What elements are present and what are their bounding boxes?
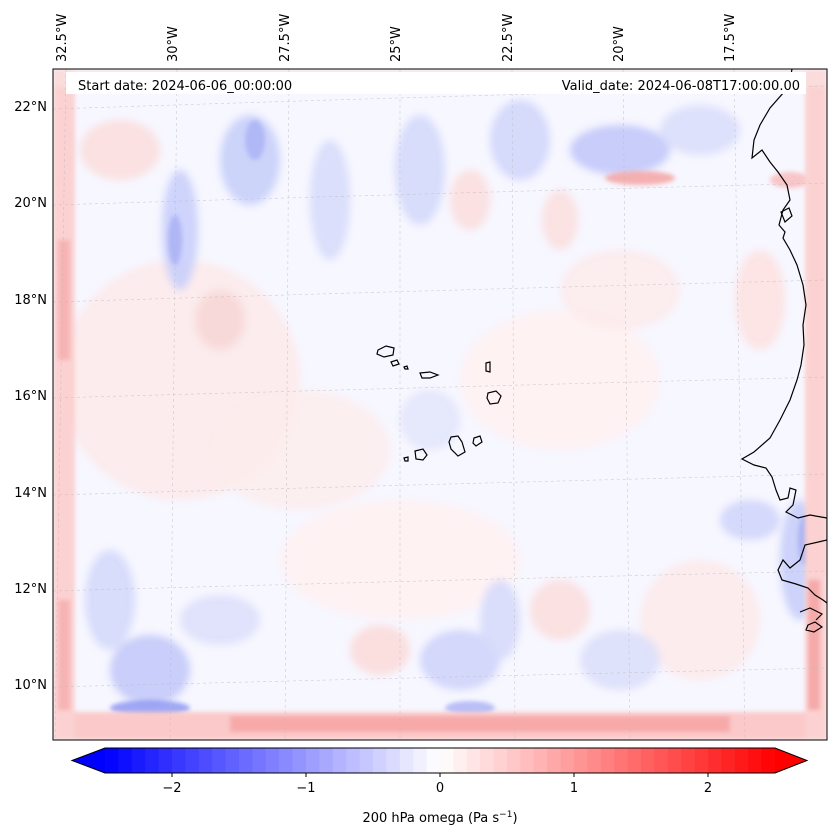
colorbar-segment (212, 748, 227, 773)
lon-label: 22.5°W (501, 14, 516, 62)
colorbar-segment (694, 748, 709, 773)
colorbar-tick-label: 2 (704, 781, 712, 796)
colorbar-segment (614, 748, 629, 773)
colorbar-segment (560, 748, 575, 773)
colorbar-segment (105, 748, 119, 773)
colorbar-segment (574, 748, 588, 773)
colorbar-segment (493, 748, 508, 773)
colorbar-segment (131, 748, 146, 773)
colorbar-segment (359, 748, 374, 773)
colorbar-segment (681, 748, 696, 773)
colorbar-segment (627, 748, 642, 773)
colorbar-segment (292, 748, 307, 773)
lat-label: 16°N (14, 389, 47, 404)
colorbar-tick-label: 0 (436, 781, 444, 796)
colorbar-segment (252, 748, 267, 773)
colorbar-segment (734, 748, 749, 773)
colorbar-segment (118, 748, 133, 773)
colorbar-segment (667, 748, 682, 773)
lon-label: 25°W (389, 26, 404, 62)
lon-label: 20°W (612, 26, 627, 62)
colorbar-segment (373, 748, 387, 773)
colorbar-ticks: −2 −1 0 1 2 (162, 773, 712, 796)
lat-label: 12°N (14, 582, 47, 597)
colorbar-segment (708, 748, 722, 773)
colorbar-segment (279, 748, 294, 773)
map-frame (52, 68, 828, 741)
colorbar-segment (533, 748, 548, 773)
colorbar-title-main: 200 hPa omega (Pa s (362, 811, 499, 826)
colorbar-tick-label: −2 (162, 781, 181, 796)
lon-label: 17.5°W (723, 14, 738, 62)
colorbar-segment (748, 748, 763, 773)
lat-label: 20°N (14, 196, 47, 211)
header-bar (66, 72, 806, 94)
colorbar-segment (480, 748, 495, 773)
colorbar-segment (547, 748, 562, 773)
colorbar-segment (587, 748, 602, 773)
coast-islet (780, 207, 793, 224)
lon-label: 27.5°W (278, 14, 293, 62)
colorbar-segment (225, 748, 240, 773)
lat-label: 22°N (14, 100, 47, 115)
colorbar-segment (332, 748, 347, 773)
colorbar-segment (426, 748, 441, 773)
colorbar-segment (172, 748, 186, 773)
colorbar-tick-label: −1 (296, 781, 315, 796)
colorbar-segment (185, 748, 200, 773)
colorbar-tick-label: 1 (570, 781, 578, 796)
lat-label: 14°N (14, 486, 47, 501)
colorbar-segment (239, 748, 253, 773)
lon-label: 30°W (166, 26, 181, 62)
graticule (53, 69, 827, 740)
start-date-label: Start date: 2024-06-06_00:00:00 (78, 79, 292, 94)
map-panel: Start date: 2024-06-06_00:00:00 Valid_da… (53, 69, 827, 740)
colorbar-title-close: ) (512, 811, 517, 826)
omega-field (60, 100, 820, 705)
colorbar-segment (306, 748, 320, 773)
colorbar-segment (641, 748, 655, 773)
colorbar-segment (721, 748, 736, 773)
africa-coastline (740, 69, 827, 633)
colorbar-extend-max (775, 748, 807, 773)
colorbar-segment (265, 748, 280, 773)
colorbar-segment (198, 748, 213, 773)
cape-verde-islands (376, 345, 502, 462)
colorbar-segment (319, 748, 334, 773)
colorbar-extend-min (72, 748, 105, 773)
colorbar (70, 747, 809, 774)
colorbar-segment (654, 748, 669, 773)
colorbar-outline (70, 747, 809, 774)
colorbar-segment (453, 748, 468, 773)
colorbar-segment (507, 748, 521, 773)
colorbar-segment (466, 748, 481, 773)
colorbar-segment (386, 748, 401, 773)
lat-label: 18°N (14, 293, 47, 308)
colorbar-segment (399, 748, 414, 773)
colorbar-segment (346, 748, 361, 773)
lon-label: 32.5°W (55, 14, 70, 62)
lat-label: 10°N (14, 678, 47, 693)
colorbar-title-exponent: −1 (499, 810, 512, 820)
latitude-labels: 22°N 20°N 18°N 16°N 14°N 12°N 10°N (14, 100, 47, 693)
colorbar-segment (145, 748, 160, 773)
valid-date-label: Valid_date: 2024-06-08T17:00:00.00 (562, 79, 800, 94)
colorbar-segment (440, 748, 454, 773)
colorbar-segment (158, 748, 173, 773)
colorbar-segment (413, 748, 428, 773)
colorbar-segment (761, 748, 776, 773)
colorbar-segment (600, 748, 615, 773)
colorbar-segment (520, 748, 535, 773)
longitude-labels: 32.5°W 30°W 27.5°W 25°W 22.5°W 20°W 17.5… (55, 14, 738, 62)
colorbar-title: 200 hPa omega (Pa s−1) (362, 810, 517, 826)
